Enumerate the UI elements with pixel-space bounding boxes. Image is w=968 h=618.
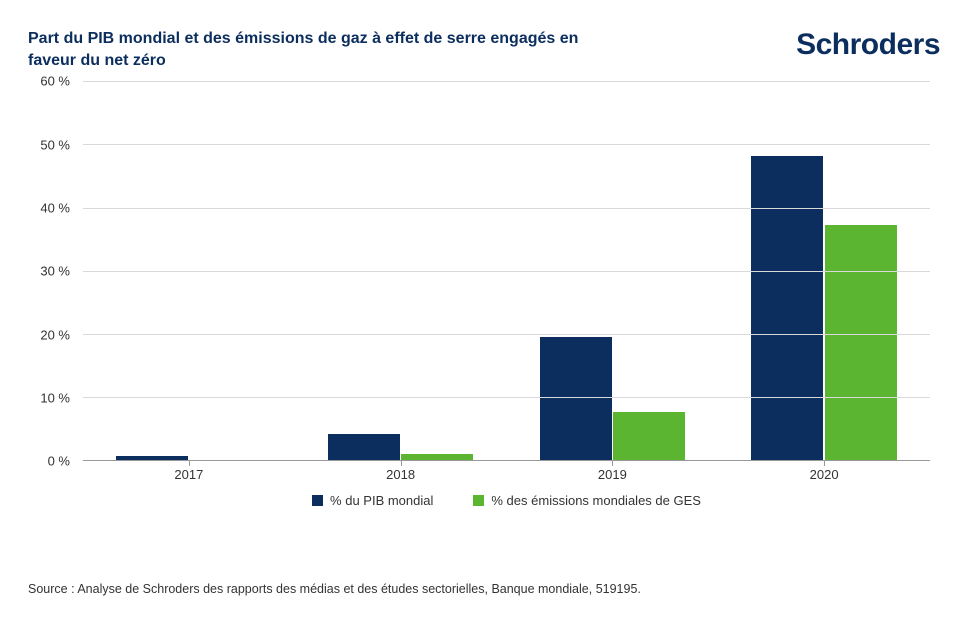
x-tick-label: 2019 [598,467,627,482]
legend: % du PIB mondial % des émissions mondiale… [83,493,930,508]
legend-swatch [312,495,323,506]
bar [540,337,612,460]
y-tick-label: 10 % [40,390,70,405]
y-tick-label: 0 % [48,454,70,469]
legend-label: % du PIB mondial [330,493,433,508]
legend-label: % des émissions mondiales de GES [491,493,701,508]
gridline [83,271,930,272]
x-tick-label: 2017 [174,467,203,482]
source-text: Source : Analyse de Schroders des rappor… [28,582,641,596]
plot-area [83,81,930,461]
chart-header: Part du PIB mondial et des émissions de … [28,28,940,71]
legend-swatch [473,495,484,506]
bar [328,434,400,461]
y-tick-label: 50 % [40,137,70,152]
bar [116,456,188,460]
gridline [83,208,930,209]
bar [825,225,897,460]
gridline [83,81,930,82]
x-tick-mark [189,460,190,466]
bar [401,454,473,460]
y-tick-label: 20 % [40,327,70,342]
chart-title: Part du PIB mondial et des émissions de … [28,28,588,71]
x-tick-mark [824,460,825,466]
gridline [83,397,930,398]
legend-item: % des émissions mondiales de GES [473,493,701,508]
gridline [83,334,930,335]
x-tick-label: 2020 [810,467,839,482]
bar [613,412,685,461]
y-tick-label: 60 % [40,74,70,89]
chart-container: 0 %10 %20 %30 %40 %50 %60 % 201720182019… [28,81,940,511]
y-axis: 0 %10 %20 %30 %40 %50 %60 % [28,81,78,461]
brand-logo: Schroders [796,28,940,62]
y-tick-label: 40 % [40,200,70,215]
gridline [83,144,930,145]
legend-item: % du PIB mondial [312,493,433,508]
x-tick-mark [401,460,402,466]
y-tick-label: 30 % [40,264,70,279]
bar [751,156,823,460]
x-tick-label: 2018 [386,467,415,482]
x-axis-labels: 2017 2018 2019 2020 [83,467,930,487]
x-tick-mark [612,460,613,466]
